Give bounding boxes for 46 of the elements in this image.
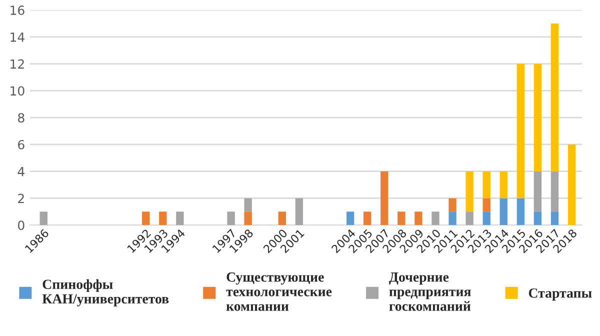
bar <box>500 171 508 198</box>
bar <box>466 212 474 226</box>
bar <box>500 198 508 226</box>
y-tick-label: 4 <box>18 166 24 176</box>
bar <box>159 212 167 226</box>
y-tick-label: 14 <box>10 32 24 42</box>
legend-label: Дочерние предприятия госкомпаний <box>389 272 471 311</box>
bar <box>568 144 576 226</box>
bar <box>550 171 559 212</box>
y-tick-label: 2 <box>18 194 24 203</box>
bar <box>380 171 388 226</box>
bar <box>40 212 48 226</box>
legend-label: Спиноффы КАН/университетов <box>42 279 169 306</box>
legend-label: Стартапы <box>528 288 592 301</box>
bar <box>466 171 474 212</box>
y-tick-label: 8 <box>18 113 24 123</box>
bar <box>346 212 354 226</box>
bar <box>516 64 524 198</box>
y-tick-label: 12 <box>10 59 24 69</box>
y-tick-label: 0 <box>18 220 24 230</box>
bar <box>550 24 559 172</box>
y-tick-label: 6 <box>18 140 24 150</box>
bar <box>482 212 490 226</box>
bar <box>534 212 542 226</box>
bar <box>244 198 252 212</box>
y-tick-label: 16 <box>10 6 24 16</box>
bar <box>482 171 490 198</box>
bar <box>295 198 304 226</box>
legend-label: Существующие технологические компании <box>226 272 332 311</box>
bar <box>244 212 252 226</box>
bar <box>550 212 559 226</box>
bar <box>278 212 286 226</box>
bar <box>534 64 542 172</box>
bar <box>448 212 456 226</box>
bar <box>364 212 372 226</box>
bar <box>534 171 542 212</box>
bar <box>482 198 490 212</box>
bar <box>227 212 235 226</box>
bar <box>432 212 440 226</box>
bar <box>176 212 184 226</box>
bar <box>414 212 422 226</box>
bar <box>398 212 406 226</box>
bar <box>516 198 524 226</box>
y-tick-label: 10 <box>10 86 24 96</box>
bar <box>142 212 150 226</box>
bar <box>448 198 456 212</box>
